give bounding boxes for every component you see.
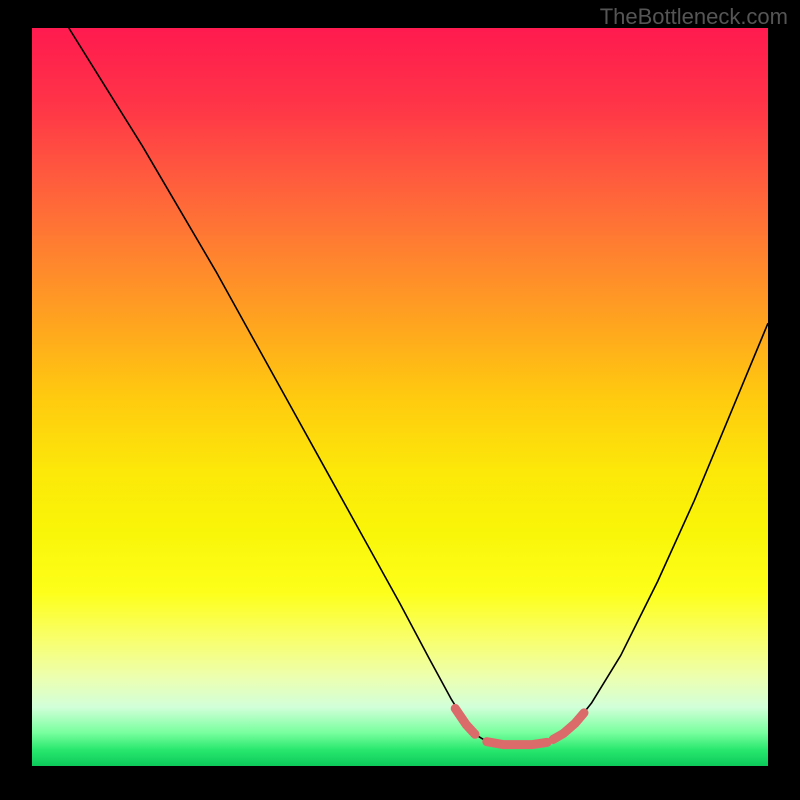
chart-svg [32, 28, 768, 766]
plateau-marker-1 [487, 742, 547, 745]
chart-container: TheBottleneck.com [0, 0, 800, 800]
gradient-background [32, 28, 768, 766]
plot-area [32, 28, 768, 766]
watermark-text: TheBottleneck.com [600, 4, 788, 30]
